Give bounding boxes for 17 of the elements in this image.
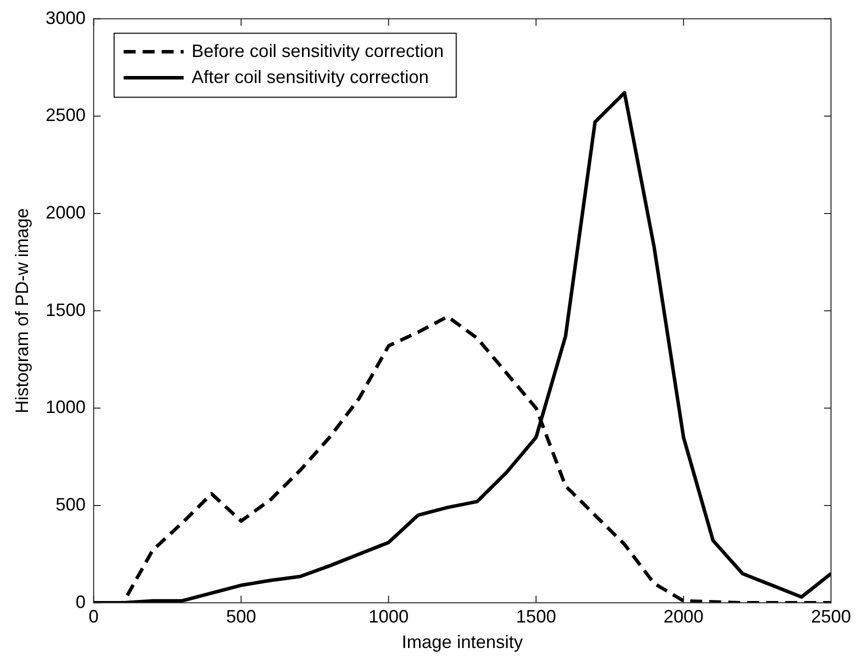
y-tick-label: 1500 (46, 300, 86, 320)
x-tick-label: 2000 (664, 606, 704, 627)
y-tick-label: 500 (56, 494, 86, 514)
legend-label: Before coil sensitivity correction (192, 40, 444, 61)
x-tick-label: 2500 (810, 606, 852, 627)
y-axis-title: Histogram of PD-w image (12, 208, 32, 414)
x-tick-label: 500 (226, 606, 256, 627)
x-tick-label: 1000 (368, 606, 409, 627)
x-axis-title: Image intensity (402, 632, 523, 652)
y-tick-label: 2000 (46, 202, 86, 222)
y-tick-label: 1000 (46, 397, 86, 418)
y-tick-label: 2500 (46, 105, 86, 126)
legend-label: After coil sensitivity correction (192, 66, 429, 87)
y-tick-label: 3000 (46, 8, 86, 28)
x-tick-label: 0 (88, 606, 99, 627)
y-tick-label: 0 (76, 592, 86, 612)
x-tick-label: 1500 (516, 606, 556, 627)
